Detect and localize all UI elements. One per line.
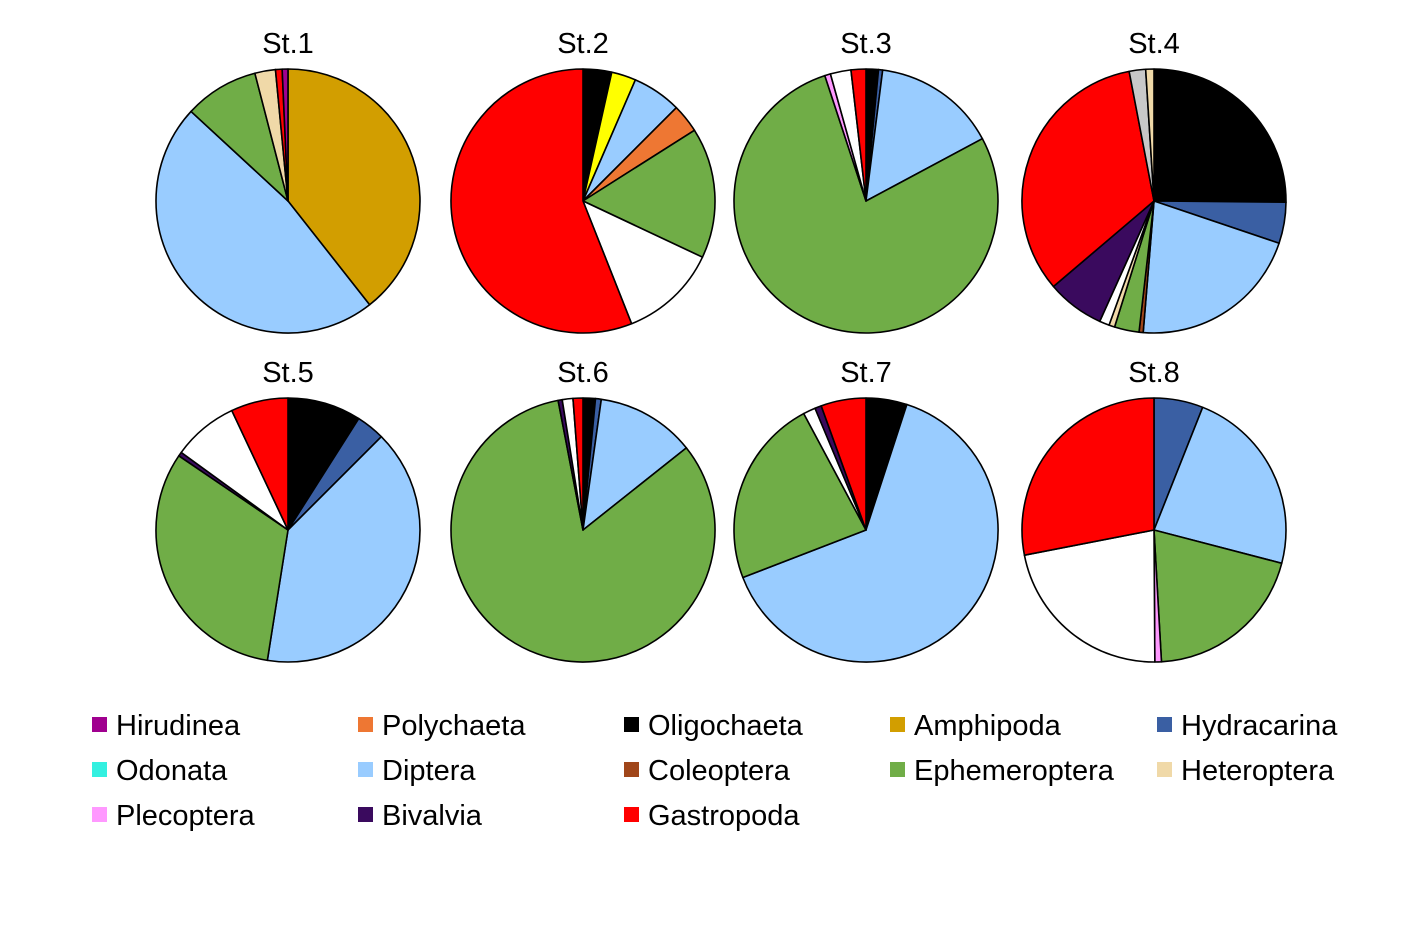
legend-item-hydracarina: Hydracarina <box>1157 710 1338 742</box>
legend-swatch <box>890 717 905 732</box>
legend-swatch <box>624 717 639 732</box>
legend-item-coleoptera: Coleoptera <box>624 755 791 787</box>
legend-swatch <box>92 807 107 822</box>
legend-label: Polychaeta <box>382 710 526 742</box>
slice-diptera <box>865 69 984 202</box>
legend-swatch <box>624 807 639 822</box>
slice-diptera <box>742 403 999 663</box>
legend-label: Diptera <box>382 755 476 787</box>
legend-label: Hirudinea <box>116 710 241 742</box>
slice-diptera <box>1153 406 1287 565</box>
slice-ephemeroptera <box>450 399 716 663</box>
slice-heteroptera <box>1144 68 1155 202</box>
slice-oligochaeta <box>1153 68 1287 204</box>
pie-title: St.7 <box>840 357 892 389</box>
legend-item-odonata: Odonata <box>92 755 228 787</box>
pie-title: St.8 <box>1128 357 1180 389</box>
legend-label: Hydracarina <box>1181 710 1338 742</box>
legend-swatch <box>92 762 107 777</box>
pie-st-5: St.5 <box>155 357 421 663</box>
legend-label: Plecoptera <box>116 800 256 832</box>
legend-label: Heteroptera <box>1181 755 1335 787</box>
legend-item-plecoptera: Plecoptera <box>92 800 256 832</box>
legend-label: Amphipoda <box>914 710 1062 742</box>
legend-item-bivalvia: Bivalvia <box>358 800 483 832</box>
slice-ephemeroptera <box>733 74 999 334</box>
legend-item-oligochaeta: Oligochaeta <box>624 710 804 742</box>
legend-swatch <box>1157 717 1172 732</box>
legend-label: Gastropoda <box>648 800 800 832</box>
legend-swatch <box>890 762 905 777</box>
slice-white <box>582 200 704 325</box>
legend-label: Oligochaeta <box>648 710 804 742</box>
legend-label: Odonata <box>116 755 228 787</box>
slice-hirudinea <box>281 68 289 202</box>
pie-st-3: St.3 <box>733 28 999 334</box>
legend-swatch <box>624 762 639 777</box>
pie-title: St.6 <box>557 357 609 389</box>
pie-st-4: St.4 <box>1021 28 1287 334</box>
slice-diptera <box>155 110 371 334</box>
legend: Hirudinea Polychaeta Oligochaeta Amphipoda H… <box>92 710 1338 832</box>
legend-swatch <box>358 807 373 822</box>
legend-item-heteroptera: Heteroptera <box>1157 755 1335 787</box>
legend-swatch <box>358 762 373 777</box>
slice-amphipoda <box>287 68 421 306</box>
legend-label: Ephemeroptera <box>914 755 1115 787</box>
pie-st-7: St.7 <box>733 357 999 663</box>
slice-gastropoda <box>850 68 867 202</box>
legend-item-gastropoda: Gastropoda <box>624 800 800 832</box>
legend-label: Coleoptera <box>648 755 791 787</box>
slice-gastropoda <box>231 397 289 531</box>
pie-title: St.3 <box>840 28 892 60</box>
slice-gastropoda <box>1021 70 1155 288</box>
legend-item-ephemeroptera: Ephemeroptera <box>890 755 1115 787</box>
pie-st-6: St.6 <box>450 357 716 663</box>
slice-ephemeroptera <box>733 412 867 579</box>
pie-title: St.1 <box>262 28 314 60</box>
legend-item-hirudinea: Hirudinea <box>92 710 241 742</box>
pie-title: St.5 <box>262 357 314 389</box>
slice-ephemeroptera <box>155 455 289 662</box>
slice-gastropoda <box>450 68 633 334</box>
pie-st-1: St.1 <box>155 28 421 334</box>
slice-gastropoda <box>820 397 867 531</box>
legend-item-amphipoda: Amphipoda <box>890 710 1062 742</box>
slice-diptera <box>266 435 421 663</box>
slice-diptera <box>1142 200 1280 334</box>
slice-diptera <box>582 398 688 531</box>
legend-swatch <box>1157 762 1172 777</box>
pie-st-2: St.2 <box>450 28 716 334</box>
pie-grid: St.1 St.2 St.3 St.4 St.5 St.6 St.7 St.8 <box>155 28 1287 663</box>
slice-white <box>1023 529 1156 663</box>
slice-gastropoda <box>1021 397 1155 556</box>
legend-swatch <box>358 717 373 732</box>
slice-ephemeroptera <box>1153 529 1283 663</box>
legend-swatch <box>92 717 107 732</box>
legend-item-diptera: Diptera <box>358 755 476 787</box>
slice-gastropoda <box>572 397 584 531</box>
slice-ephemeroptera <box>582 129 716 258</box>
pie-st-8: St.8 <box>1021 357 1287 663</box>
pie-title: St.2 <box>557 28 609 60</box>
legend-label: Bivalvia <box>382 800 483 832</box>
pie-title: St.4 <box>1128 28 1180 60</box>
legend-item-polychaeta: Polychaeta <box>358 710 526 742</box>
